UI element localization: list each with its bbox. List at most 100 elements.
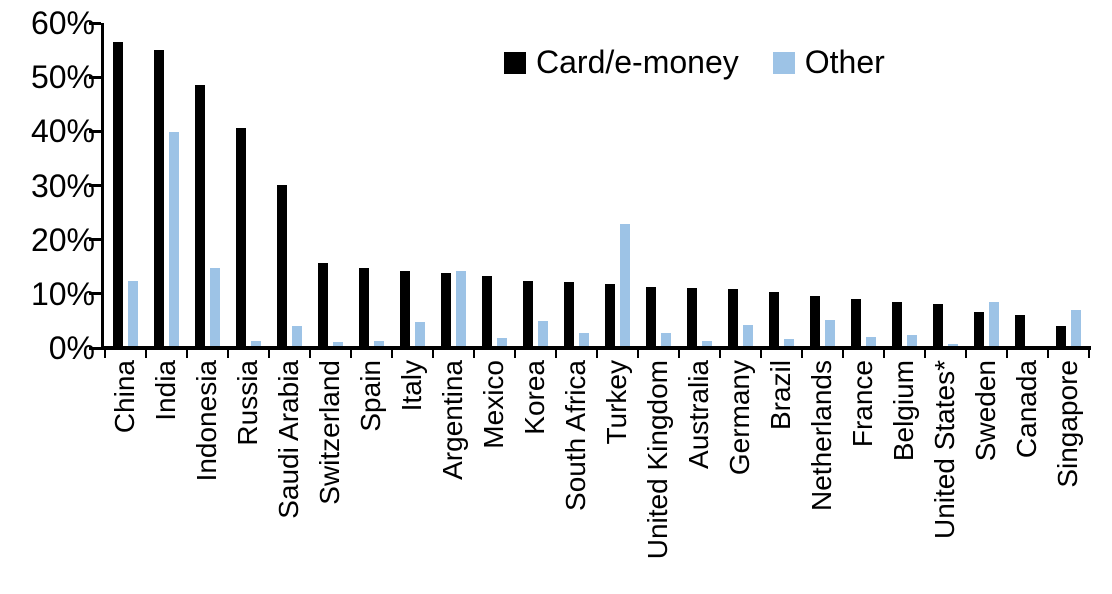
x-axis-tick: [759, 350, 762, 358]
y-tick-label-0: 0%: [48, 330, 95, 366]
bar-card-e-money-united-states: [933, 304, 943, 346]
bar-card-e-money-germany: [728, 289, 738, 346]
x-axis-tick: [923, 350, 926, 358]
bar-card-e-money-italy: [400, 270, 410, 346]
x-axis-tick: [595, 350, 598, 358]
x-label-france: France: [843, 360, 884, 592]
x-label-text-china: China: [108, 360, 140, 434]
bar-other-united-states: [948, 344, 958, 346]
bar-other-switzerland: [333, 341, 343, 346]
x-label-text-france: France: [846, 360, 878, 448]
x-label-australia: Australia: [679, 360, 720, 592]
x-axis-tick: [1087, 350, 1090, 358]
x-label-text-canada: Canada: [1010, 360, 1042, 459]
bar-card-e-money-russia: [236, 127, 246, 346]
y-axis-tick: [89, 346, 101, 350]
x-label-canada: Canada: [1007, 360, 1048, 592]
y-tick-label-30: 30%: [30, 167, 95, 204]
x-label-text-netherlands: Netherlands: [805, 360, 837, 511]
bar-other-china: [128, 281, 138, 346]
x-label-text-united-kingdom: United Kingdom: [641, 360, 673, 560]
bar-card-e-money-france: [851, 299, 861, 346]
x-axis-tick: [349, 350, 352, 358]
bar-card-e-money-brazil: [769, 292, 779, 346]
y-tick-label-50: 50%: [30, 59, 95, 96]
x-label-spain: Spain: [351, 360, 392, 592]
x-axis-tick: [554, 350, 557, 358]
x-label-italy: Italy: [392, 360, 433, 592]
x-label-text-indonesia: Indonesia: [190, 360, 222, 482]
x-label-text-argentina: Argentina: [436, 360, 468, 480]
x-axis-tick: [1046, 350, 1049, 358]
x-axis-tick: [677, 350, 680, 358]
x-label-russia: Russia: [228, 360, 269, 592]
x-axis-tick: [964, 350, 967, 358]
x-axis-line: [101, 346, 1091, 350]
bar-card-e-money-india: [154, 49, 164, 346]
x-label-united-states: United States*: [925, 360, 966, 592]
bar-other-united-kingdom: [661, 333, 671, 346]
bar-other-argentina: [456, 271, 466, 346]
x-label-switzerland: Switzerland: [310, 360, 351, 592]
bar-card-e-money-belgium: [892, 301, 902, 346]
bar-card-e-money-korea: [523, 281, 533, 346]
x-label-text-saudi-arabia: Saudi Arabia: [272, 360, 304, 519]
bar-card-e-money-indonesia: [195, 84, 205, 346]
x-label-korea: Korea: [515, 360, 556, 592]
y-axis-tick: [89, 184, 101, 187]
y-axis-tick: [89, 21, 101, 25]
x-axis-tick: [800, 350, 803, 358]
bar-other-spain: [374, 340, 384, 346]
y-axis-line: [101, 23, 104, 350]
x-label-netherlands: Netherlands: [802, 360, 843, 592]
bar-other-italy: [415, 321, 425, 346]
bar-other-turkey: [620, 223, 630, 346]
bar-other-saudi-arabia: [292, 326, 302, 346]
bar-other-netherlands: [825, 319, 835, 346]
x-label-text-brazil: Brazil: [764, 360, 796, 431]
x-label-united-kingdom: United Kingdom: [638, 360, 679, 592]
x-label-indonesia: Indonesia: [187, 360, 228, 592]
x-label-mexico: Mexico: [474, 360, 515, 592]
chart-legend: Card/e-money Other: [504, 44, 885, 81]
x-axis-tick: [472, 350, 475, 358]
bar-card-e-money-china: [113, 41, 123, 346]
bar-card-e-money-singapore: [1056, 325, 1066, 346]
bar-other-mexico: [497, 337, 507, 346]
x-label-text-germany: Germany: [723, 360, 755, 476]
bar-other-brazil: [784, 339, 794, 346]
bar-other-russia: [251, 340, 261, 346]
bar-other-south-africa: [579, 333, 589, 346]
x-axis-tick: [1005, 350, 1008, 358]
x-label-text-belgium: Belgium: [887, 360, 919, 462]
legend-swatch-other: [772, 51, 795, 74]
x-axis-tick: [267, 350, 270, 358]
legend-swatch-card-e-money: [504, 51, 526, 74]
x-label-saudi-arabia: Saudi Arabia: [269, 360, 310, 592]
x-axis-tick: [882, 350, 885, 358]
y-tick-label-10: 10%: [30, 275, 95, 312]
bar-card-e-money-sweden: [974, 311, 984, 346]
bar-card-e-money-australia: [687, 288, 697, 346]
y-tick-label-60: 60%: [30, 5, 95, 41]
x-label-text-spain: Spain: [354, 360, 386, 432]
bar-card-e-money-mexico: [482, 276, 492, 346]
x-label-argentina: Argentina: [433, 360, 474, 592]
x-axis-tick: [841, 350, 844, 358]
x-label-text-united-states: United States*: [928, 360, 960, 539]
x-axis-tick: [390, 350, 393, 358]
x-label-text-korea: Korea: [518, 360, 550, 435]
bar-card-e-money-spain: [359, 267, 369, 346]
bar-other-india: [169, 132, 179, 346]
legend-label-other: Other: [804, 44, 885, 80]
x-axis-tick: [513, 350, 516, 358]
bar-card-e-money-argentina: [441, 273, 451, 346]
x-label-germany: Germany: [720, 360, 761, 592]
x-axis-tick: [185, 350, 188, 358]
bar-card-e-money-turkey: [605, 283, 615, 346]
x-label-text-russia: Russia: [231, 360, 263, 446]
x-axis-tick: [431, 350, 434, 358]
bar-other-france: [866, 337, 876, 346]
bar-other-australia: [702, 340, 712, 346]
